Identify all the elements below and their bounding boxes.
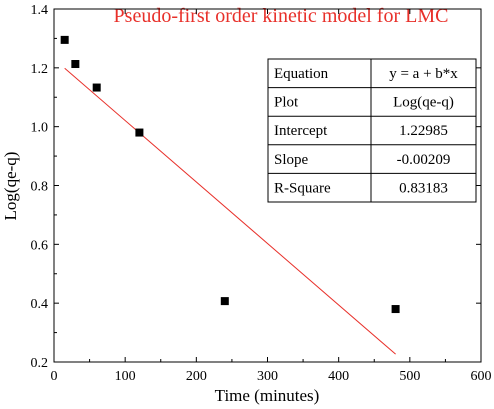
x-axis: 0 100 200 300 400 500 600 (51, 9, 492, 384)
data-point (71, 60, 80, 69)
x-tick-label: 500 (399, 369, 420, 384)
x-tick-label: 600 (471, 369, 492, 384)
stats-table-label: R-Square (274, 180, 331, 196)
data-point (391, 305, 400, 314)
data-points (60, 35, 400, 314)
stats-table-label: Plot (274, 95, 299, 111)
y-tick-label: 1.0 (31, 121, 49, 136)
fit-line (64, 67, 396, 355)
chart-title: Pseudo-first order kinetic model for LMC (114, 5, 449, 27)
y-axis: 0.2 0.4 0.6 0.8 1.0 1.2 1.4 (31, 3, 481, 371)
y-tick-label: 0.2 (31, 356, 49, 371)
stats-table: Equation y = a + b*x Plot Log(qe-q) Intercep… (267, 58, 477, 203)
x-tick-label: 400 (328, 369, 349, 384)
x-tick-label: 0 (51, 369, 58, 384)
stats-table-label: Equation (274, 66, 329, 82)
stats-table-label: Intercept (274, 123, 328, 139)
stats-table-value: 0.83183 (399, 180, 448, 196)
stats-table-value: 1.22985 (399, 123, 448, 139)
x-tick-label: 300 (257, 369, 278, 384)
y-tick-label: 0.4 (31, 297, 49, 312)
stats-table-value: Log(qe-q) (393, 95, 454, 111)
y-tick-label: 1.4 (31, 3, 49, 18)
stats-table-value: y = a + b*x (389, 66, 458, 82)
x-axis-title: Time (minutes) (215, 386, 320, 405)
y-tick-label: 0.6 (31, 238, 49, 253)
data-point (135, 128, 144, 137)
data-point (220, 297, 229, 306)
stats-table-value: -0.00209 (397, 152, 451, 168)
x-tick-label: 100 (115, 369, 136, 384)
y-tick-label: 0.8 (31, 180, 49, 195)
data-point (60, 35, 69, 44)
stats-table-frame (267, 58, 477, 203)
x-tick-label: 200 (186, 369, 207, 384)
y-tick-label: 1.2 (31, 62, 49, 77)
data-point (92, 83, 101, 92)
stats-table-label: Slope (274, 152, 309, 168)
y-axis-title: Log(qe-q) (1, 152, 20, 221)
